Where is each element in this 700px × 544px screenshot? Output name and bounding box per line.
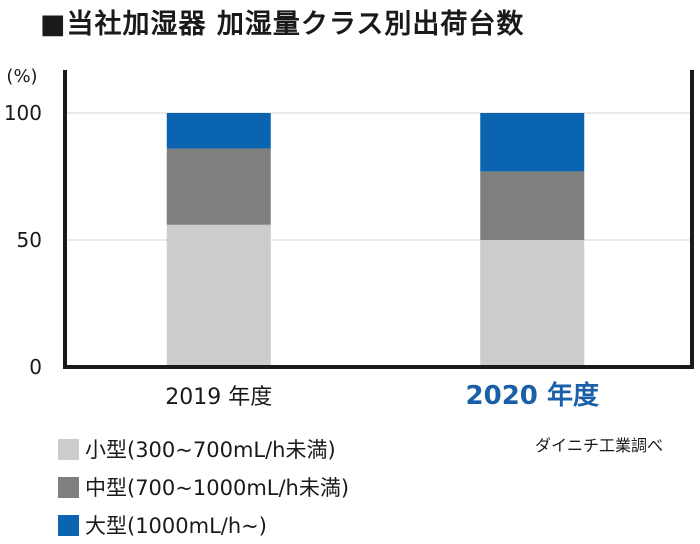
legend-label-medium: 中型(700~1000mL/h未満) [85, 476, 350, 500]
bar-segment [480, 113, 585, 172]
y-unit-label: (%) [6, 66, 37, 87]
legend-item-large: 大型(1000mL/h~) [58, 506, 349, 544]
legend-label-small: 小型(300~700mL/h未満) [85, 438, 336, 462]
legend-swatch-medium [58, 476, 79, 498]
x-category-label: 2019 年度 [165, 385, 272, 410]
bar-segment [166, 224, 271, 367]
legend-item-medium: 中型(700~1000mL/h未満) [58, 468, 349, 506]
bar-segment [480, 240, 585, 367]
bar-segment [166, 113, 271, 149]
legend-item-small: 小型(300~700mL/h未満) [58, 430, 349, 468]
chart-title: ■当社加湿器 加湿量クラス別出荷台数 [40, 9, 525, 40]
y-tick-label: 100 [4, 101, 42, 125]
legend-swatch-small [58, 438, 79, 460]
legend-label-large: 大型(1000mL/h~) [85, 514, 267, 538]
source-note: ダイニチ工業調べ [535, 436, 664, 455]
y-tick-label: 0 [29, 355, 42, 379]
y-tick-label: 50 [17, 228, 42, 252]
x-category-label: 2020 年度 [466, 380, 599, 411]
bar-segment [166, 148, 271, 225]
bar-segment [480, 171, 585, 240]
stacked-bar-chart: 0 50 100 (%) 2019 年度 2020 年度 [4, 66, 694, 411]
legend: 小型(300~700mL/h未満) 中型(700~1000mL/h未満) 大型(… [58, 430, 349, 544]
legend-swatch-large [58, 514, 79, 536]
